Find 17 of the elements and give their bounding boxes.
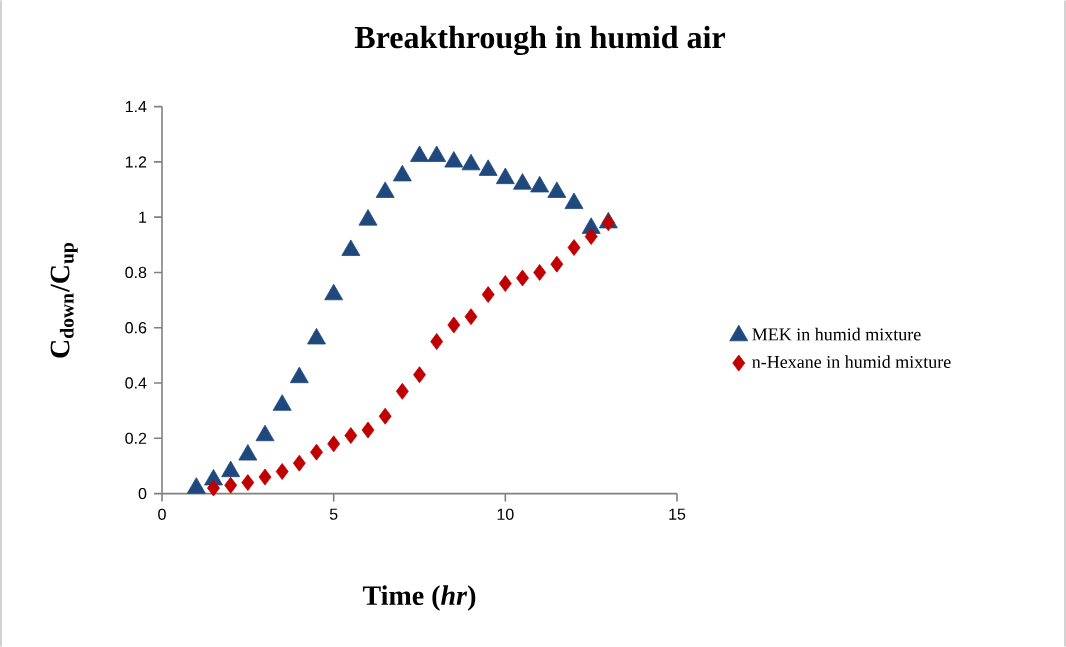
y-tick-label: 0.8 xyxy=(125,266,147,279)
legend-label: MEK in humid mixture xyxy=(752,327,921,341)
chart-title: Breakthrough in humid air xyxy=(354,25,725,55)
y-tick-label: 1 xyxy=(139,211,147,223)
legend-label: n-Hexane in humid mixture xyxy=(752,355,951,368)
y-axis-title: C$_{down}$/C$_{up}$ xyxy=(50,242,78,358)
y-tick-label: 0 xyxy=(138,487,147,500)
x-tick-label: 10 xyxy=(497,508,514,520)
y-tick-label: 1.4 xyxy=(125,101,147,113)
x-axis-title: Time (hr) xyxy=(362,585,476,611)
y-tick-label: 0.4 xyxy=(125,377,147,389)
y-tick-label: 1.2 xyxy=(125,156,147,168)
x-tick-label: 15 xyxy=(669,508,686,520)
x-tick-label: 5 xyxy=(329,508,338,520)
y-tick-label: 0.2 xyxy=(125,432,147,444)
y-tick-label: 0.6 xyxy=(125,321,147,334)
x-tick-label: 0 xyxy=(158,508,166,520)
